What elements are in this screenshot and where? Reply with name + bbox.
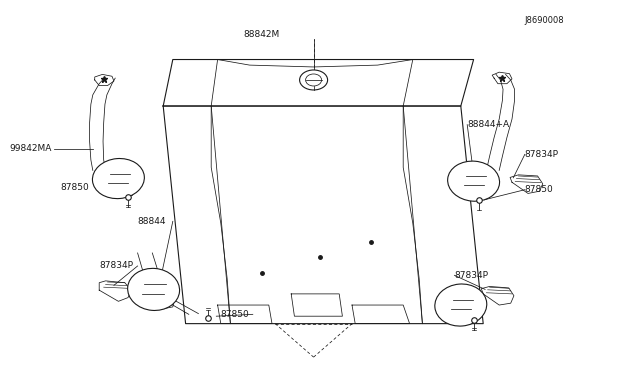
Polygon shape (114, 186, 133, 197)
Text: 87850: 87850 (61, 183, 90, 192)
Text: 87850: 87850 (525, 185, 554, 194)
Text: J8690008: J8690008 (525, 16, 564, 25)
Polygon shape (481, 286, 514, 305)
Text: 87834P: 87834P (99, 262, 133, 270)
Text: 88844: 88844 (138, 217, 166, 226)
Polygon shape (444, 310, 462, 321)
Ellipse shape (447, 161, 500, 201)
Text: 87834P: 87834P (525, 150, 559, 159)
Polygon shape (163, 60, 474, 106)
Polygon shape (154, 298, 174, 309)
Polygon shape (510, 175, 543, 193)
Ellipse shape (435, 284, 487, 326)
Text: 99842MA: 99842MA (10, 144, 52, 153)
Text: 88844+A: 88844+A (467, 120, 509, 129)
Polygon shape (99, 281, 131, 301)
Ellipse shape (300, 70, 328, 90)
Text: 87834P: 87834P (454, 271, 488, 280)
Text: 88842M: 88842M (243, 30, 280, 39)
Polygon shape (95, 74, 114, 86)
Ellipse shape (92, 158, 145, 199)
Polygon shape (469, 189, 488, 200)
Ellipse shape (306, 74, 322, 86)
Polygon shape (492, 72, 512, 84)
Ellipse shape (127, 268, 180, 311)
Text: 87850: 87850 (221, 310, 250, 319)
Polygon shape (163, 106, 483, 324)
